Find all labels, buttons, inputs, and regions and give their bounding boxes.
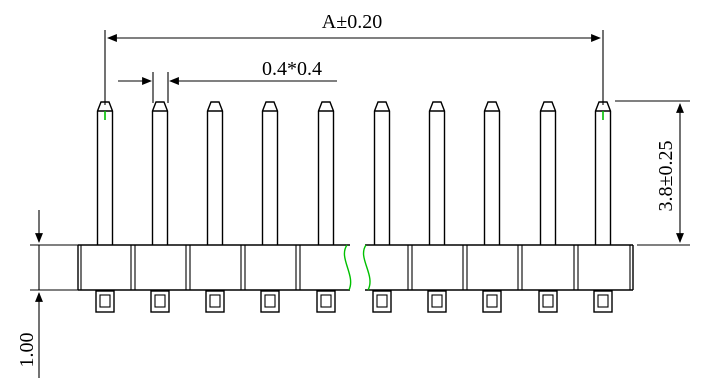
housing-dividers: [80, 245, 631, 290]
pin: [483, 101, 501, 245]
pins-group: [96, 101, 612, 245]
bottom-pad-inner: [99, 294, 111, 308]
dimension-overall-width: A±0.20: [104, 11, 604, 105]
pin: [373, 101, 391, 245]
bottom-pad-inner: [154, 294, 166, 308]
dimension-base-thickness: 1.00: [16, 210, 78, 378]
bottom-pad: [372, 290, 392, 313]
bottom-pads: [95, 290, 613, 313]
pin: [594, 101, 612, 245]
pin: [96, 101, 114, 245]
break-line-right: [362, 244, 371, 291]
bottom-pad-inner: [431, 294, 443, 308]
bottom-pad: [538, 290, 558, 313]
pin: [151, 101, 169, 245]
bottom-pad: [95, 290, 115, 313]
dimension-pin-section: 0.4*0.4: [118, 58, 337, 103]
dimension-pin-height-label: 3.8±0.25: [655, 141, 677, 212]
dimension-pin-height: 3.8±0.25: [615, 100, 690, 246]
bottom-pad: [593, 290, 613, 313]
pin: [428, 101, 446, 245]
dimension-overall-width-label: A±0.20: [322, 11, 382, 33]
pin: [539, 101, 557, 245]
bottom-pad-inner: [376, 294, 388, 308]
bottom-pad: [260, 290, 280, 313]
bottom-pad: [316, 290, 336, 313]
bottom-pad: [482, 290, 502, 313]
pin: [261, 101, 279, 245]
bottom-pad: [205, 290, 225, 313]
bottom-pad-inner: [486, 294, 498, 308]
bottom-pad-inner: [542, 294, 554, 308]
bottom-pad-inner: [320, 294, 332, 308]
pin: [206, 101, 224, 245]
dimension-base-thickness-label: 1.00: [16, 333, 38, 368]
housing: [77, 244, 634, 291]
dimension-pin-section-label: 0.4*0.4: [262, 58, 322, 80]
bottom-pad: [150, 290, 170, 313]
bottom-pad: [427, 290, 447, 313]
break-line-left: [343, 244, 352, 291]
pin: [317, 101, 335, 245]
bottom-pad-inner: [209, 294, 221, 308]
bottom-pad-inner: [597, 294, 609, 308]
bottom-pad-inner: [264, 294, 276, 308]
